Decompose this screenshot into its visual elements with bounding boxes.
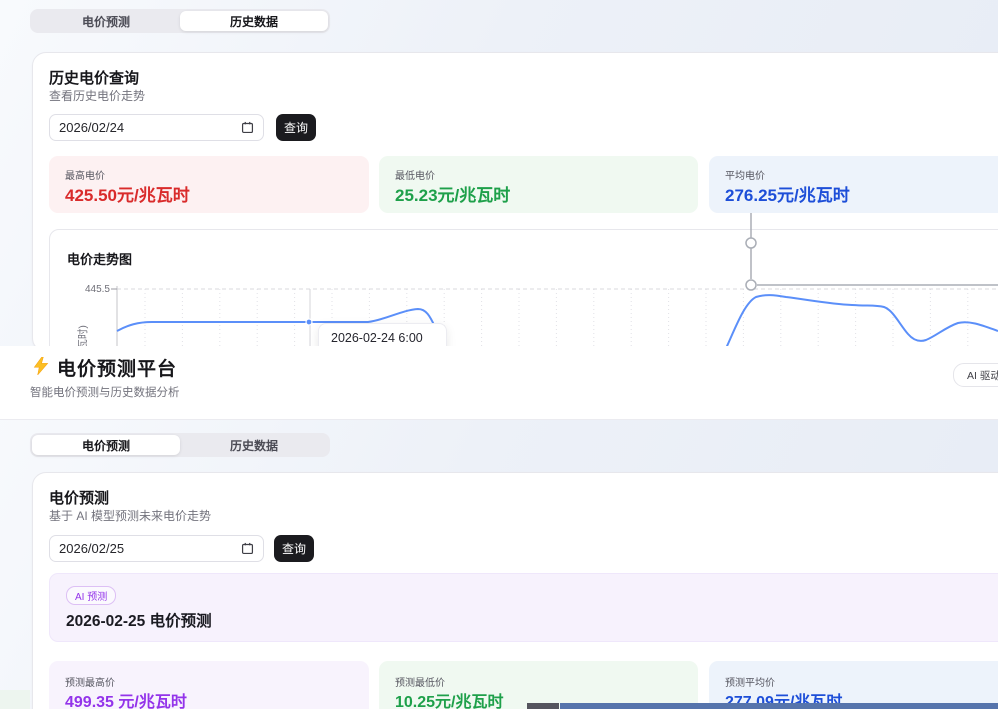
background-sliver	[0, 690, 30, 709]
calendar-icon[interactable]	[241, 542, 254, 555]
ai-forecast-result-card: AI 预测 2026-02-25 电价预测	[49, 573, 998, 642]
forecast-result-title: 2026-02-25 电价预测	[66, 613, 212, 630]
date-input[interactable]: 2026/02/24	[49, 114, 264, 141]
date-value: 2026/02/25	[59, 541, 125, 556]
tab-history-data[interactable]: 历史数据	[180, 11, 328, 31]
panel-title: 历史电价查询	[49, 70, 140, 87]
tab-price-forecast[interactable]: 电价预测	[81, 14, 130, 29]
stat-label: 预测最高价	[65, 678, 115, 689]
stat-card-avg-price: 平均电价 276.25元/兆瓦时	[709, 156, 998, 213]
panel-subtitle: 基于 AI 模型预测未来电价走势	[49, 509, 212, 523]
panel-title: 电价预测	[49, 490, 110, 507]
history-data-view: 电价预测 历史数据 历史电价查询 查看历史电价走势 2026/02/24 查询 …	[0, 0, 998, 346]
view-tabs: 电价预测 历史数据	[30, 433, 330, 457]
price-forecast-view: 电价预测平台 智能电价预测与历史数据分析 AI 驱动 电价预测 历史数据 电价预…	[0, 346, 998, 709]
tab-history-data[interactable]: 历史数据	[229, 438, 278, 453]
forecast-query-panel: 电价预测 基于 AI 模型预测未来电价走势 2026/02/25 查询 AI 预…	[32, 472, 998, 709]
stat-value: 276.25元/兆瓦时	[725, 186, 850, 205]
y-axis-title: 电价 (元/兆瓦时)	[75, 293, 89, 346]
date-input[interactable]: 2026/02/25	[49, 535, 264, 562]
stat-label: 预测平均价	[725, 678, 775, 689]
app-subtitle: 智能电价预测与历史数据分析	[30, 387, 180, 399]
trend-chart-card: 电价走势图	[49, 229, 998, 346]
date-value: 2026/02/24	[59, 120, 125, 135]
stat-card-forecast-max: 预测最高价 499.35 元/兆瓦时	[49, 661, 369, 709]
stat-card-max-price: 最高电价 425.50元/兆瓦时	[49, 156, 369, 213]
calendar-icon[interactable]	[241, 121, 254, 134]
stat-label: 最高电价	[65, 171, 105, 182]
lightning-icon	[33, 357, 49, 375]
ai-forecast-badge: AI 预测	[66, 586, 117, 605]
app-title: 电价预测平台	[57, 359, 178, 380]
stat-value: 425.50元/兆瓦时	[65, 186, 190, 205]
view-tabs: 电价预测 历史数据	[30, 9, 330, 33]
bottom-edge-element	[560, 703, 998, 709]
app-header: 电价预测平台 智能电价预测与历史数据分析 AI 驱动	[0, 346, 998, 420]
query-button[interactable]: 查询	[274, 535, 314, 562]
panel-subtitle: 查看历史电价走势	[49, 89, 146, 103]
stat-card-min-price: 最低电价 25.23元/兆瓦时	[379, 156, 698, 213]
stat-value: 25.23元/兆瓦时	[395, 186, 511, 205]
stat-value: 499.35 元/兆瓦时	[65, 694, 187, 709]
tab-price-forecast[interactable]: 电价预测	[32, 435, 180, 455]
stat-value: 10.25元/兆瓦时	[395, 694, 504, 709]
history-query-panel: 历史电价查询 查看历史电价走势 2026/02/24 查询 最高电价 425.5…	[32, 52, 998, 346]
stat-card-forecast-avg: 预测平均价 277.09元/兆瓦时	[709, 661, 998, 709]
bottom-edge-element	[527, 703, 559, 709]
query-button[interactable]: 查询	[276, 114, 316, 141]
stat-label: 预测最低价	[395, 678, 445, 689]
ai-powered-badge: AI 驱动	[953, 363, 998, 387]
stat-label: 平均电价	[725, 171, 765, 182]
chart-tooltip: 2026-02-24 6:00	[318, 323, 447, 346]
stat-card-forecast-min: 预测最低价 10.25元/兆瓦时	[379, 661, 698, 709]
stat-label: 最低电价	[395, 171, 435, 182]
chart-title: 电价走势图	[67, 252, 133, 267]
